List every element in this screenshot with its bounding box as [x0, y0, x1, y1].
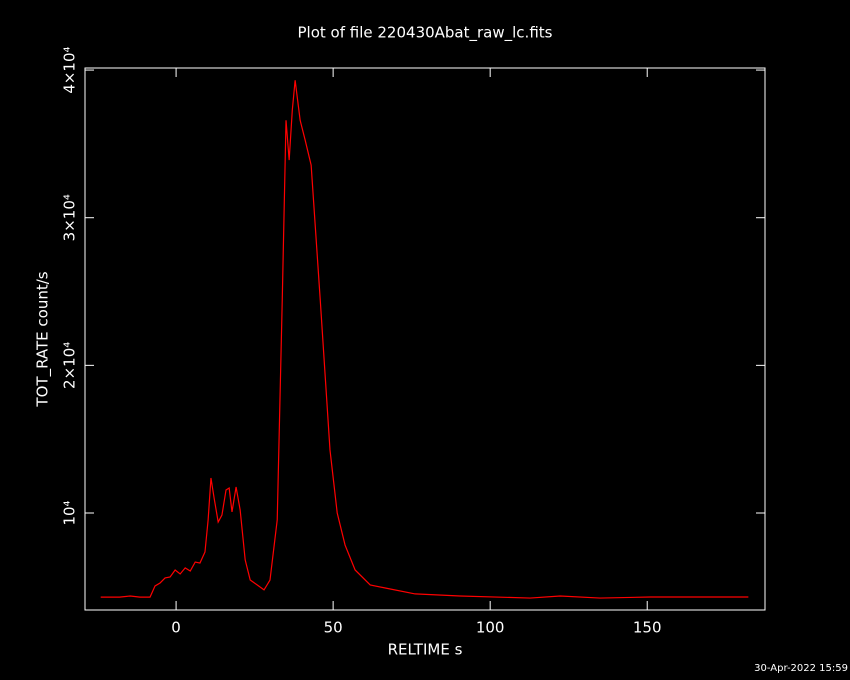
chart-title: Plot of file 220430Abat_raw_lc.fits — [298, 24, 553, 43]
x-tick-label: 150 — [633, 619, 662, 637]
x-axis-label: RELTIME s — [388, 641, 463, 659]
x-tick-label: 100 — [476, 619, 505, 637]
timestamp: 30-Apr-2022 15:59 — [754, 663, 848, 674]
y-tick-label: 10⁴ — [61, 500, 79, 525]
y-axis-label: TOT_RATE count/s — [34, 271, 53, 407]
y-tick-label: 2×10⁴ — [61, 342, 79, 389]
x-tick-label: 50 — [324, 619, 343, 637]
y-tick-label: 3×10⁴ — [61, 194, 79, 241]
y-tick-label: 4×10⁴ — [61, 46, 79, 93]
data-line — [100, 80, 749, 599]
plot-frame — [84, 67, 766, 611]
x-tick-label: 0 — [171, 619, 181, 637]
